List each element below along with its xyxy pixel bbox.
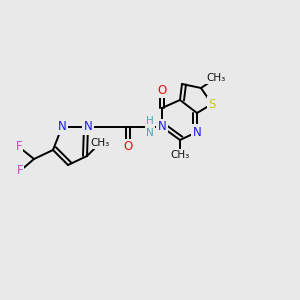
Text: F: F (17, 164, 23, 178)
Text: F: F (16, 140, 22, 154)
Text: N: N (158, 121, 166, 134)
Text: H
N: H N (146, 116, 154, 138)
Text: O: O (158, 83, 166, 97)
Text: S: S (208, 98, 216, 110)
Text: N: N (84, 121, 92, 134)
Text: CH₃: CH₃ (170, 150, 190, 160)
Text: O: O (123, 140, 133, 154)
Text: N: N (193, 125, 201, 139)
Text: CH₃: CH₃ (90, 138, 110, 148)
Text: CH₃: CH₃ (206, 73, 226, 83)
Text: N: N (58, 121, 66, 134)
